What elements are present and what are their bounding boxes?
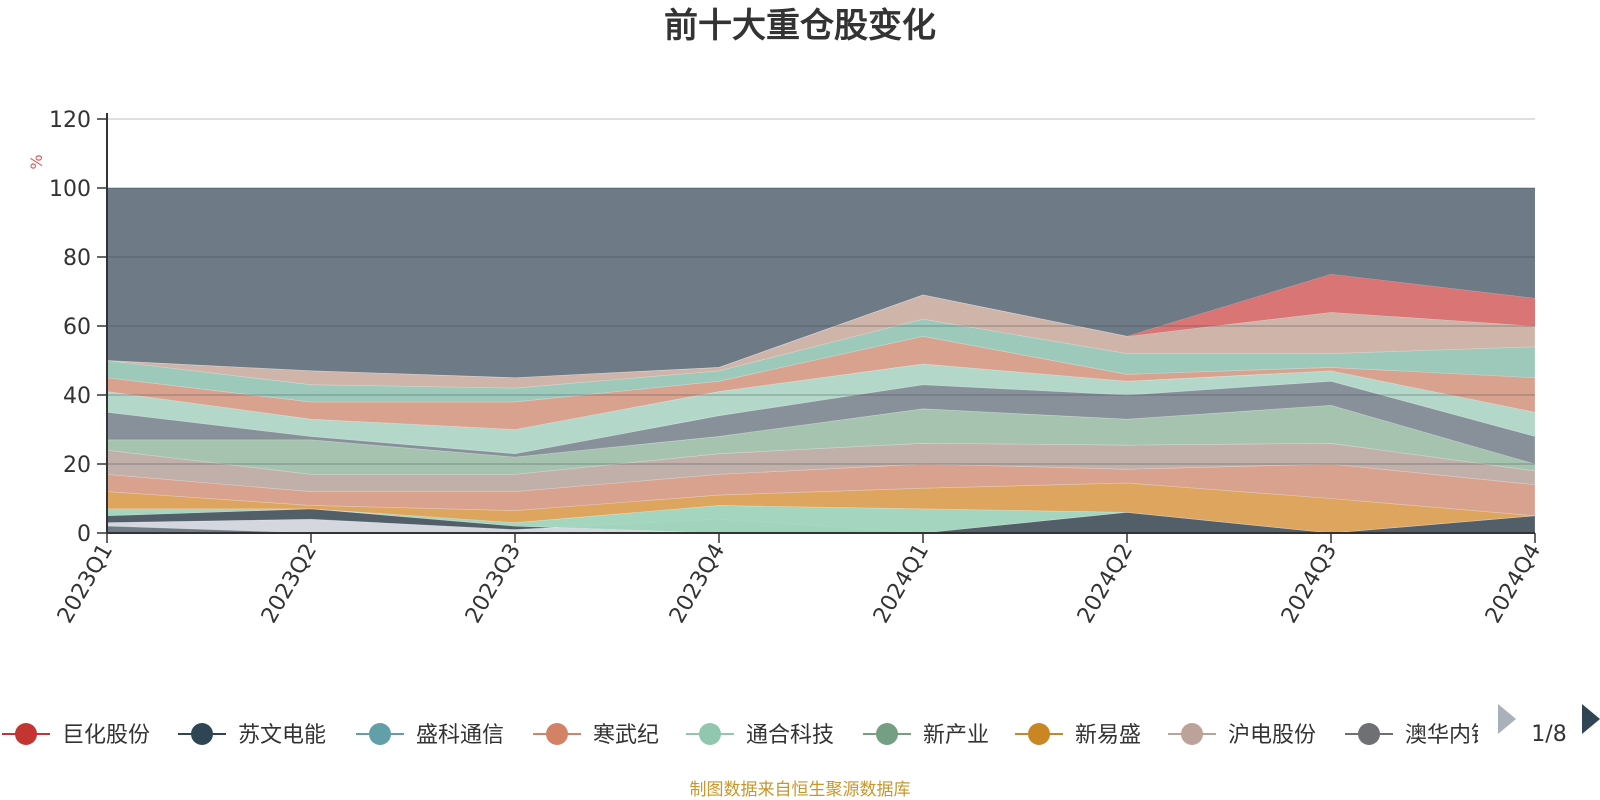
source-note: 制图数据来自恒生聚源数据库 (690, 780, 911, 800)
x-tick-label: 2023Q4 (665, 540, 730, 628)
x-tick-label: 2023Q2 (257, 540, 322, 628)
legend-label: 巨化股份 (62, 723, 150, 748)
x-tick-label: 2024Q3 (1277, 540, 1342, 628)
triangle-left-icon[interactable] (1498, 704, 1516, 734)
legend-label: 盛科通信 (416, 723, 504, 748)
legend-marker (699, 723, 721, 745)
x-tick-label: 2023Q3 (461, 540, 526, 628)
legend-item[interactable]: 盛科通信 (356, 723, 504, 748)
area-layer (106, 363, 1536, 454)
x-tick-label: 2024Q2 (1073, 540, 1138, 628)
y-tick-label: 100 (49, 177, 91, 202)
x-tick-label: 2023Q1 (53, 540, 118, 628)
legend-label: 苏文电能 (238, 723, 326, 748)
legend-pager[interactable]: 1/8 (1498, 704, 1600, 747)
legend-marker (369, 723, 391, 745)
y-tick-label: 0 (77, 522, 91, 547)
chart-title: 前十大重仓股变化 (664, 6, 936, 46)
legend[interactable]: 巨化股份 苏文电能 盛科通信 寒武纪 通合科技 新产业 新易盛 沪电股份 澳华内镜 (2, 723, 1493, 748)
legend-item[interactable]: 新产业 (863, 723, 989, 748)
area-layer-top (107, 274, 1535, 378)
legend-item[interactable]: 巨化股份 (2, 723, 150, 748)
legend-label: 通合科技 (746, 723, 834, 748)
legend-marker (1181, 723, 1203, 745)
y-tick-label: 80 (63, 246, 91, 271)
legend-page-indicator: 1/8 (1531, 722, 1566, 747)
legend-label: 沪电股份 (1228, 723, 1316, 748)
y-tick-label: 40 (63, 384, 91, 409)
legend-marker (546, 723, 568, 745)
legend-label: 寒武纪 (593, 723, 659, 748)
legend-item[interactable]: 沪电股份 (1168, 723, 1316, 748)
area-layer (106, 294, 1536, 389)
y-tick-label: 120 (49, 108, 91, 133)
x-tick-label: 2024Q1 (869, 540, 934, 628)
legend-marker (876, 723, 898, 745)
triangle-right-icon[interactable] (1582, 704, 1600, 734)
y-unit-label: % (27, 154, 46, 169)
legend-label: 新产业 (923, 723, 989, 748)
legend-item[interactable]: 苏文电能 (178, 723, 326, 748)
legend-marker (1358, 723, 1380, 745)
legend-item[interactable]: 澳华内镜 (1345, 723, 1493, 748)
legend-item[interactable]: 新易盛 (1015, 723, 1141, 748)
legend-label: 新易盛 (1075, 723, 1141, 748)
plot-area: 0 20 40 60 80 100 120 2023Q1 2023Q2 2023Q3 2023Q4 2… (49, 108, 1546, 628)
legend-item[interactable]: 通合科技 (686, 723, 834, 748)
legend-label: 澳华内镜 (1405, 723, 1493, 748)
y-tick-label: 20 (63, 453, 91, 478)
legend-marker (15, 723, 37, 745)
legend-marker (1028, 723, 1050, 745)
legend-marker (191, 723, 213, 745)
legend-item[interactable]: 寒武纪 (533, 723, 659, 748)
y-tick-label: 60 (63, 315, 91, 340)
x-tick-label: 2024Q4 (1481, 540, 1546, 628)
